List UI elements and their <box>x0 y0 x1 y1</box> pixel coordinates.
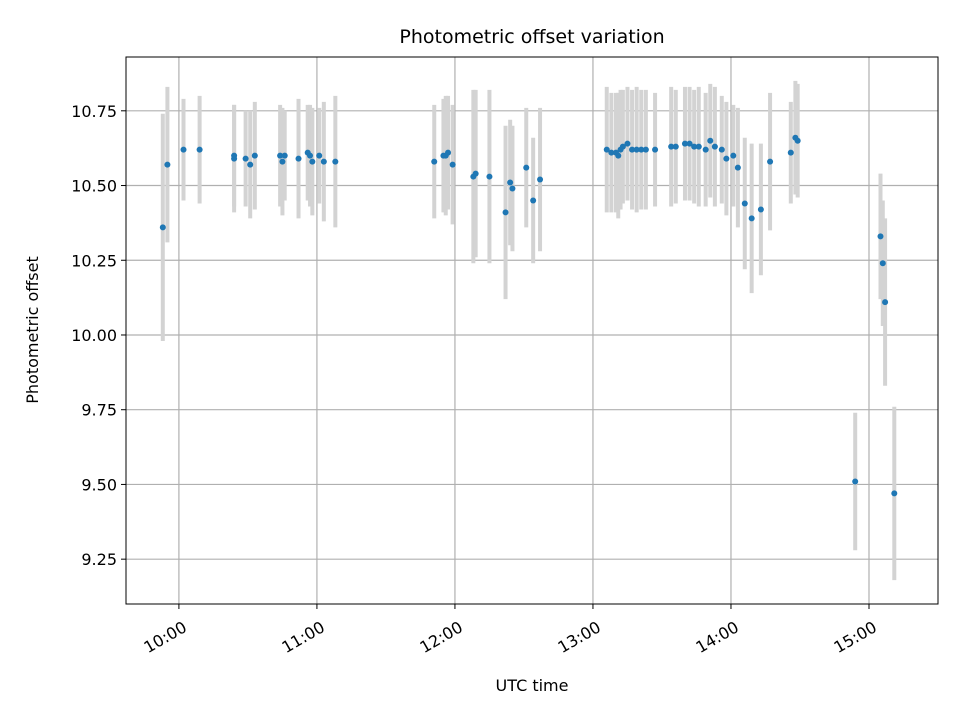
chart-title: Photometric offset variation <box>399 26 664 48</box>
data-point <box>882 299 889 306</box>
data-point <box>320 158 327 165</box>
data-point <box>787 149 794 156</box>
data-point <box>279 158 286 165</box>
x-axis-label: UTC time <box>496 676 569 695</box>
data-point <box>486 173 493 180</box>
y-tick-label: 10.25 <box>71 251 117 270</box>
data-point <box>734 164 741 171</box>
data-point <box>231 155 238 162</box>
data-point <box>502 209 509 216</box>
data-point <box>530 197 537 204</box>
y-tick-label: 9.25 <box>81 550 117 569</box>
y-tick-label: 10.50 <box>71 177 117 196</box>
data-points <box>159 134 898 497</box>
data-point <box>180 146 187 153</box>
data-point <box>445 149 452 156</box>
data-point <box>730 152 737 159</box>
data-point <box>852 478 859 485</box>
data-point <box>642 146 649 153</box>
data-point <box>707 137 714 144</box>
data-point <box>629 146 636 153</box>
data-point <box>891 490 898 497</box>
data-point <box>624 140 631 147</box>
data-point <box>877 233 884 240</box>
y-tick-label: 10.00 <box>71 326 117 345</box>
data-point <box>638 146 645 153</box>
data-point <box>449 161 456 168</box>
data-point <box>251 152 258 159</box>
data-point <box>711 143 718 150</box>
data-point <box>472 170 479 177</box>
data-point <box>668 143 675 150</box>
data-point <box>619 143 626 150</box>
data-point <box>507 179 514 186</box>
y-axis-label: Photometric offset <box>23 256 42 404</box>
data-point <box>509 185 516 192</box>
data-point <box>615 152 622 159</box>
data-point <box>603 146 610 153</box>
data-point <box>652 146 659 153</box>
data-point <box>196 146 203 153</box>
data-point <box>281 152 288 159</box>
data-point <box>718 146 725 153</box>
data-point <box>431 158 438 165</box>
data-point <box>691 143 698 150</box>
data-point <box>741 200 748 207</box>
data-point <box>757 206 764 213</box>
y-tick-label: 10.75 <box>71 102 117 121</box>
data-point <box>247 161 254 168</box>
data-point <box>332 158 339 165</box>
data-point <box>523 164 530 171</box>
y-tick-label: 9.75 <box>81 401 117 420</box>
data-point <box>767 158 774 165</box>
plot-frame <box>125 56 939 605</box>
data-point <box>316 152 323 159</box>
data-point <box>672 143 679 150</box>
data-point <box>879 260 886 267</box>
data-point <box>307 152 314 159</box>
data-point <box>686 140 693 147</box>
data-point <box>723 155 730 162</box>
data-point <box>159 224 166 231</box>
y-tick-label: 9.50 <box>81 475 117 494</box>
data-point <box>633 146 640 153</box>
data-point <box>695 143 702 150</box>
data-point <box>794 137 801 144</box>
data-point <box>608 149 615 156</box>
data-point <box>748 215 755 222</box>
data-point <box>277 152 284 159</box>
data-point <box>164 161 171 168</box>
data-point <box>702 146 709 153</box>
data-point <box>537 176 544 183</box>
data-point <box>309 158 316 165</box>
data-point <box>295 155 302 162</box>
data-point <box>681 140 688 147</box>
data-point <box>242 155 249 162</box>
